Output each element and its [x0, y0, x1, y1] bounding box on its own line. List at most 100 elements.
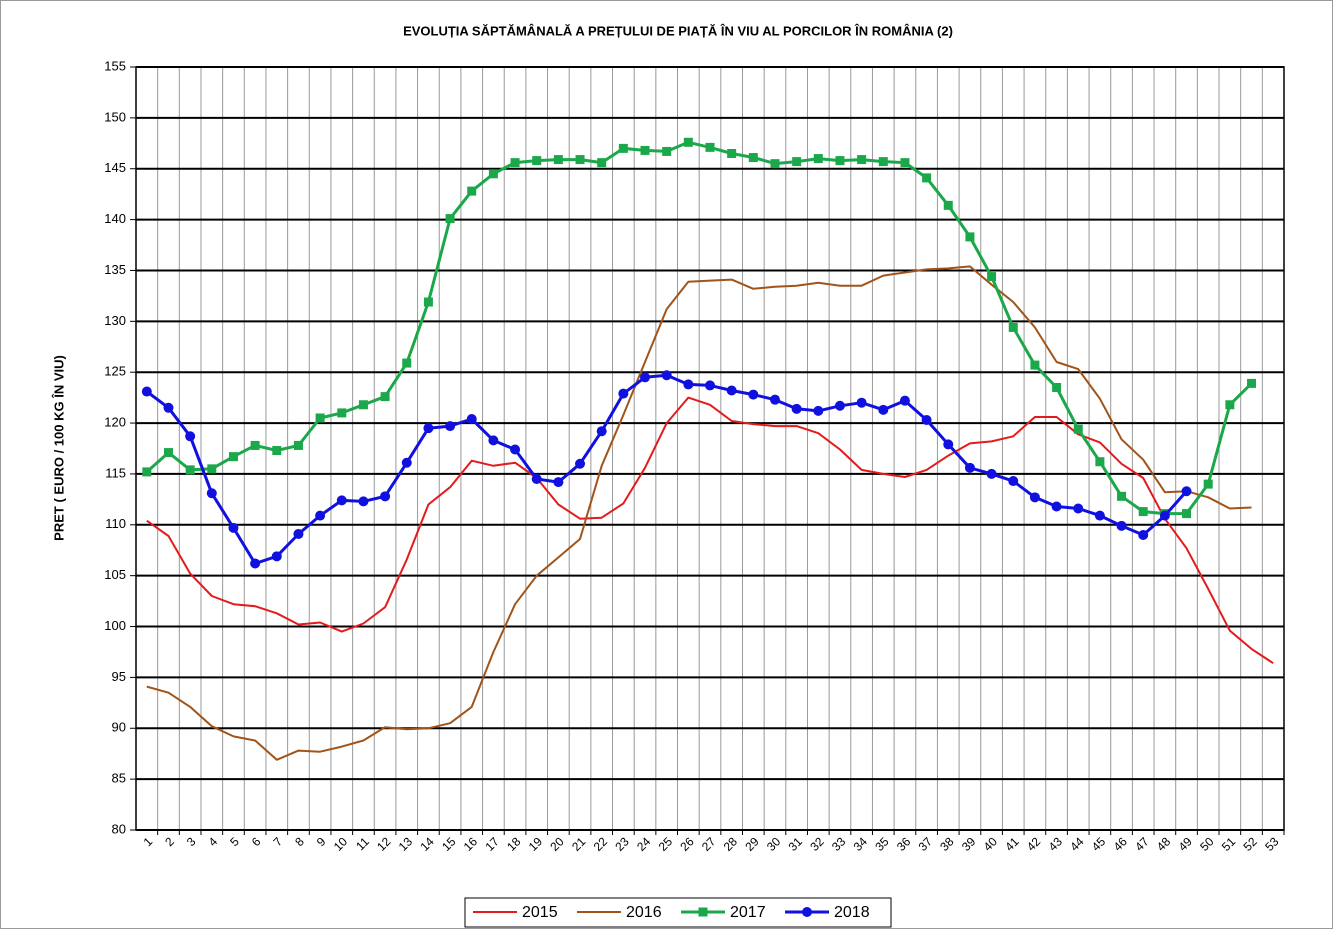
marker [337, 408, 347, 418]
marker [618, 388, 629, 399]
marker [813, 154, 823, 164]
y-tick-label: 140 [104, 211, 126, 226]
marker [315, 413, 325, 423]
y-tick-label: 120 [104, 415, 126, 430]
marker [575, 155, 585, 165]
marker [380, 392, 390, 402]
marker [596, 426, 607, 437]
plot-frame [135, 66, 1285, 831]
marker [770, 159, 780, 169]
marker [792, 157, 802, 167]
marker [900, 158, 910, 168]
marker [698, 907, 708, 917]
legend-label: 2016 [626, 904, 662, 921]
marker [835, 156, 845, 166]
marker [531, 474, 542, 485]
marker [1116, 520, 1127, 531]
marker [965, 232, 975, 242]
marker [802, 907, 812, 917]
legend: 2015 2016 2017 2018 [464, 897, 892, 928]
marker [445, 421, 456, 432]
marker [271, 551, 282, 562]
marker [899, 395, 910, 406]
marker [358, 400, 368, 410]
legend-label: 2017 [730, 904, 766, 921]
marker [662, 146, 672, 156]
marker [1117, 491, 1127, 501]
y-tick-label: 80 [112, 821, 126, 836]
marker [943, 200, 953, 210]
marker [488, 169, 498, 179]
marker [986, 468, 997, 479]
marker [748, 153, 758, 163]
marker [510, 444, 521, 455]
marker [1225, 400, 1235, 410]
y-tick-label: 110 [105, 516, 126, 531]
marker [813, 405, 824, 416]
marker [748, 389, 759, 400]
marker [964, 462, 975, 473]
marker [510, 158, 520, 168]
marker [206, 488, 217, 499]
marker [640, 145, 650, 155]
marker [1073, 503, 1084, 514]
marker [1052, 382, 1062, 392]
y-tick-label: 125 [104, 364, 126, 379]
marker [1073, 424, 1083, 434]
y-tick-label: 130 [104, 313, 126, 328]
marker [1051, 501, 1062, 512]
marker [1159, 510, 1170, 521]
marker [727, 148, 737, 158]
series-line [146, 396, 1274, 665]
y-tick-label: 145 [104, 160, 126, 175]
marker [207, 464, 217, 474]
marker [163, 402, 174, 413]
marker [640, 372, 651, 383]
marker [726, 385, 737, 396]
marker [834, 400, 845, 411]
marker [293, 440, 303, 450]
marker [921, 415, 932, 426]
y-tick-label: 85 [112, 771, 126, 786]
marker [228, 452, 238, 462]
marker [445, 214, 455, 224]
marker [1138, 529, 1149, 540]
y-tick-label: 150 [104, 109, 126, 124]
marker [1247, 378, 1257, 388]
marker [488, 435, 499, 446]
marker [401, 457, 412, 468]
marker [142, 467, 152, 477]
y-tick-label: 100 [104, 618, 126, 633]
marker [250, 558, 261, 569]
series-line [145, 140, 1253, 516]
marker [661, 370, 672, 381]
marker [358, 496, 369, 507]
marker [532, 156, 542, 166]
marker [575, 458, 586, 469]
y-tick-label: 115 [105, 465, 126, 480]
y-tick-label: 135 [104, 262, 126, 277]
plot-area [136, 67, 1284, 830]
marker [1030, 360, 1040, 370]
y-tick-label: 105 [104, 567, 126, 582]
marker [705, 142, 715, 152]
chart-title: EVOLUȚIA SĂPTĂMÂNALĂ A PREȚULUI DE PIAȚĂ… [403, 23, 953, 38]
legend-label: 2018 [834, 904, 870, 921]
marker [185, 431, 196, 442]
marker [597, 158, 607, 168]
marker [1094, 510, 1105, 521]
marker [293, 528, 304, 539]
series-line [146, 265, 1252, 761]
marker [380, 491, 391, 502]
marker [163, 448, 173, 458]
marker [618, 143, 628, 153]
marker [683, 379, 694, 390]
marker [856, 397, 867, 408]
marker [1008, 322, 1018, 332]
marker [987, 272, 997, 282]
marker [1181, 486, 1192, 497]
y-tick-label: 155 [104, 58, 126, 73]
marker [228, 522, 239, 533]
